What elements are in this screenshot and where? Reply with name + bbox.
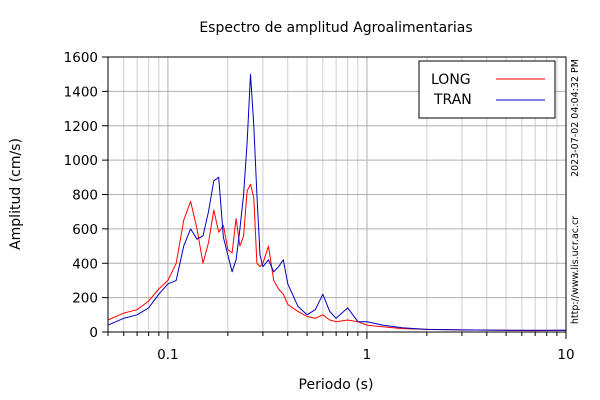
legend-label-tran: TRAN [433, 92, 472, 108]
x-tick-label: 1 [363, 347, 372, 363]
y-tick-label: 1400 [64, 84, 98, 100]
y-tick-label: 1200 [64, 119, 98, 135]
y-tick-label: 200 [72, 291, 98, 307]
y-tick-label: 1600 [64, 50, 98, 66]
chart-title: Espectro de amplitud Agroalimentarias [199, 20, 472, 36]
x-tick-label: 0.1 [157, 347, 178, 363]
source-url: http://www.lis.ucr.ac.cr [570, 216, 581, 324]
y-tick-label: 800 [72, 188, 98, 204]
y-axis-label: Amplitud (cm/s) [8, 138, 24, 250]
x-axis: 0.1 1 10 [107, 332, 575, 363]
y-tick-label: 1000 [64, 153, 98, 169]
x-axis-label: Periodo (s) [299, 377, 374, 393]
series-layer [107, 73, 567, 332]
y-tick-label: 600 [72, 222, 98, 238]
legend-box [418, 60, 556, 119]
y-tick-label: 0 [89, 325, 98, 341]
y-axis: 0 200 400 600 800 1000 1200 1400 1600 [64, 50, 108, 341]
legend-label-long: LONG [431, 72, 471, 88]
series-line-tran [107, 73, 566, 331]
legend: LONG TRAN [418, 60, 556, 119]
x-tick-label: 10 [557, 347, 574, 363]
grid [107, 56, 567, 333]
timestamp-text: 2023-07-02 04:04:32 PM [570, 59, 581, 177]
y-tick-label: 400 [72, 256, 98, 272]
series-line-long [107, 183, 567, 332]
